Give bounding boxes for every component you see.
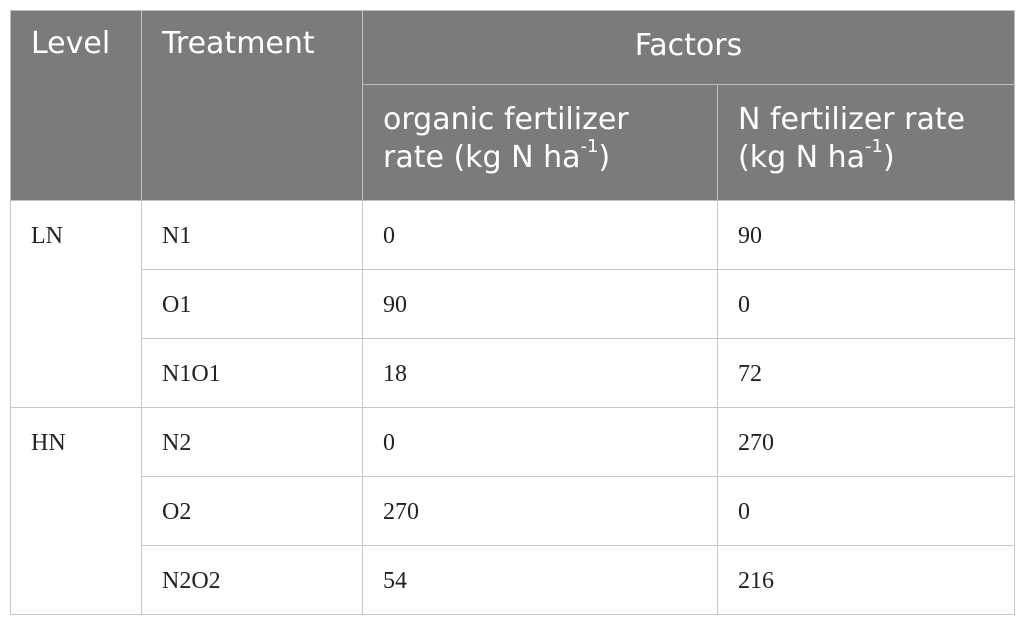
level-cell: HN [10, 407, 142, 615]
table-row: LN N1 0 90 [10, 200, 1015, 408]
organic-rate-close: ) [598, 139, 611, 175]
organic-rate-header: organic fertilizer rate (kg N ha-1) [362, 84, 718, 201]
organic-rate-cell: 270 [362, 476, 718, 546]
organic-rate-cell: 0 [362, 407, 718, 477]
n-rate-header: N fertilizer rate (kg N ha-1) [717, 84, 1015, 201]
treatment-cell: N1O1 [141, 338, 363, 408]
table-row: O2 270 0 [11, 476, 1015, 546]
n-rate-close: ) [882, 139, 895, 175]
treatment-cell: N2 [141, 407, 363, 477]
header-row: Level Treatment Factors [10, 10, 1015, 201]
n-rate-cell: 72 [717, 338, 1015, 408]
table-row: O1 90 0 [11, 269, 1015, 339]
n-rate-cell: 0 [717, 269, 1015, 339]
n-rate-exponent: -1 [865, 135, 883, 157]
table-row: N2O2 54 216 [11, 545, 1015, 615]
n-rate-cell: 0 [717, 476, 1015, 546]
treatment-cell: O2 [141, 476, 363, 546]
n-rate-cell: 90 [717, 200, 1015, 270]
factors-header: Factors [362, 10, 1015, 85]
table-row: HN N2 0 270 [10, 407, 1015, 615]
organic-rate-cell: 90 [362, 269, 718, 339]
treatment-cell: O1 [141, 269, 363, 339]
treatment-cell: N1 [141, 200, 363, 270]
level-header: Level [10, 10, 142, 201]
organic-rate-cell: 54 [362, 545, 718, 615]
organic-rate-cell: 0 [362, 200, 718, 270]
treatment-header: Treatment [141, 10, 363, 201]
n-rate-cell: 216 [717, 545, 1015, 615]
treatment-cell: N2O2 [141, 545, 363, 615]
organic-rate-cell: 18 [362, 338, 718, 408]
subheader-row: organic fertilizer rate (kg N ha-1) N fe… [11, 84, 1015, 201]
organic-rate-exponent: -1 [580, 135, 599, 157]
n-rate-label: N fertilizer rate (kg N ha [738, 102, 966, 175]
fertilizer-treatment-table: Level Treatment Factors organic fertiliz… [10, 10, 1015, 615]
n-rate-cell: 270 [717, 407, 1015, 477]
table-row: N1O1 18 72 [11, 338, 1015, 408]
organic-rate-label: organic fertilizer rate (kg N ha [383, 102, 629, 175]
level-cell: LN [10, 200, 142, 408]
